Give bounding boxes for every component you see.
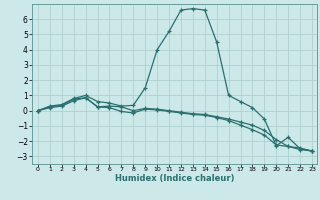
X-axis label: Humidex (Indice chaleur): Humidex (Indice chaleur) xyxy=(115,174,234,183)
